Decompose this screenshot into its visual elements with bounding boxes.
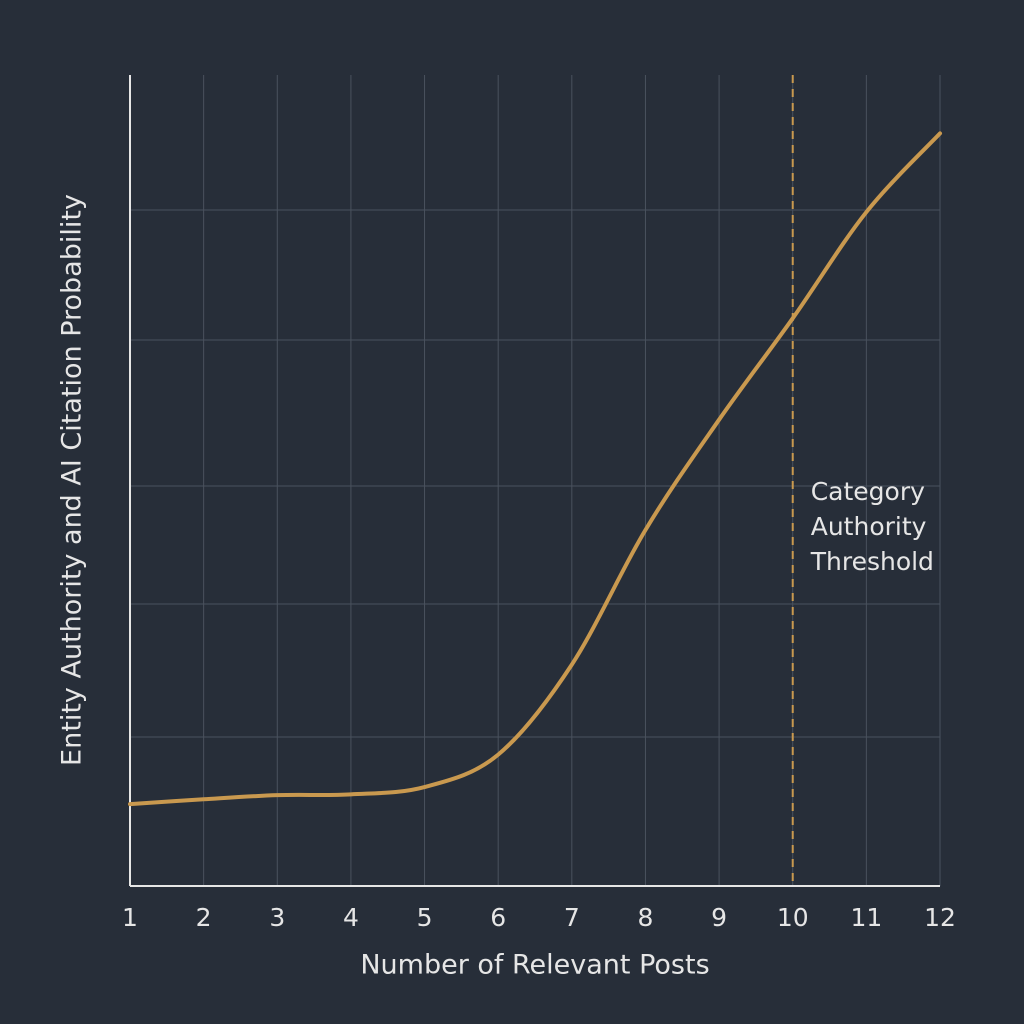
x-tick-label: 6 xyxy=(490,903,506,932)
x-axis-label: Number of Relevant Posts xyxy=(360,950,709,981)
x-tick-label: 7 xyxy=(564,903,580,932)
x-tick-label: 12 xyxy=(924,903,956,932)
x-tick-label: 1 xyxy=(122,903,138,932)
threshold-label: Category xyxy=(811,477,925,506)
x-tick-label: 8 xyxy=(638,903,654,932)
x-tick-label: 10 xyxy=(777,903,809,932)
x-tick-label: 9 xyxy=(711,903,727,932)
y-axis-label: Entity Authority and AI Citation Probabi… xyxy=(57,194,88,766)
threshold-label: Threshold xyxy=(810,547,934,576)
threshold-label: Authority xyxy=(811,512,927,541)
x-tick-label: 5 xyxy=(417,903,433,932)
x-tick-label: 11 xyxy=(850,903,882,932)
horizontal-grid xyxy=(130,209,940,738)
line-series xyxy=(128,131,942,807)
x-tick-label: 2 xyxy=(196,903,212,932)
x-tick-label: 4 xyxy=(343,903,359,932)
x-tick-label: 3 xyxy=(269,903,285,932)
